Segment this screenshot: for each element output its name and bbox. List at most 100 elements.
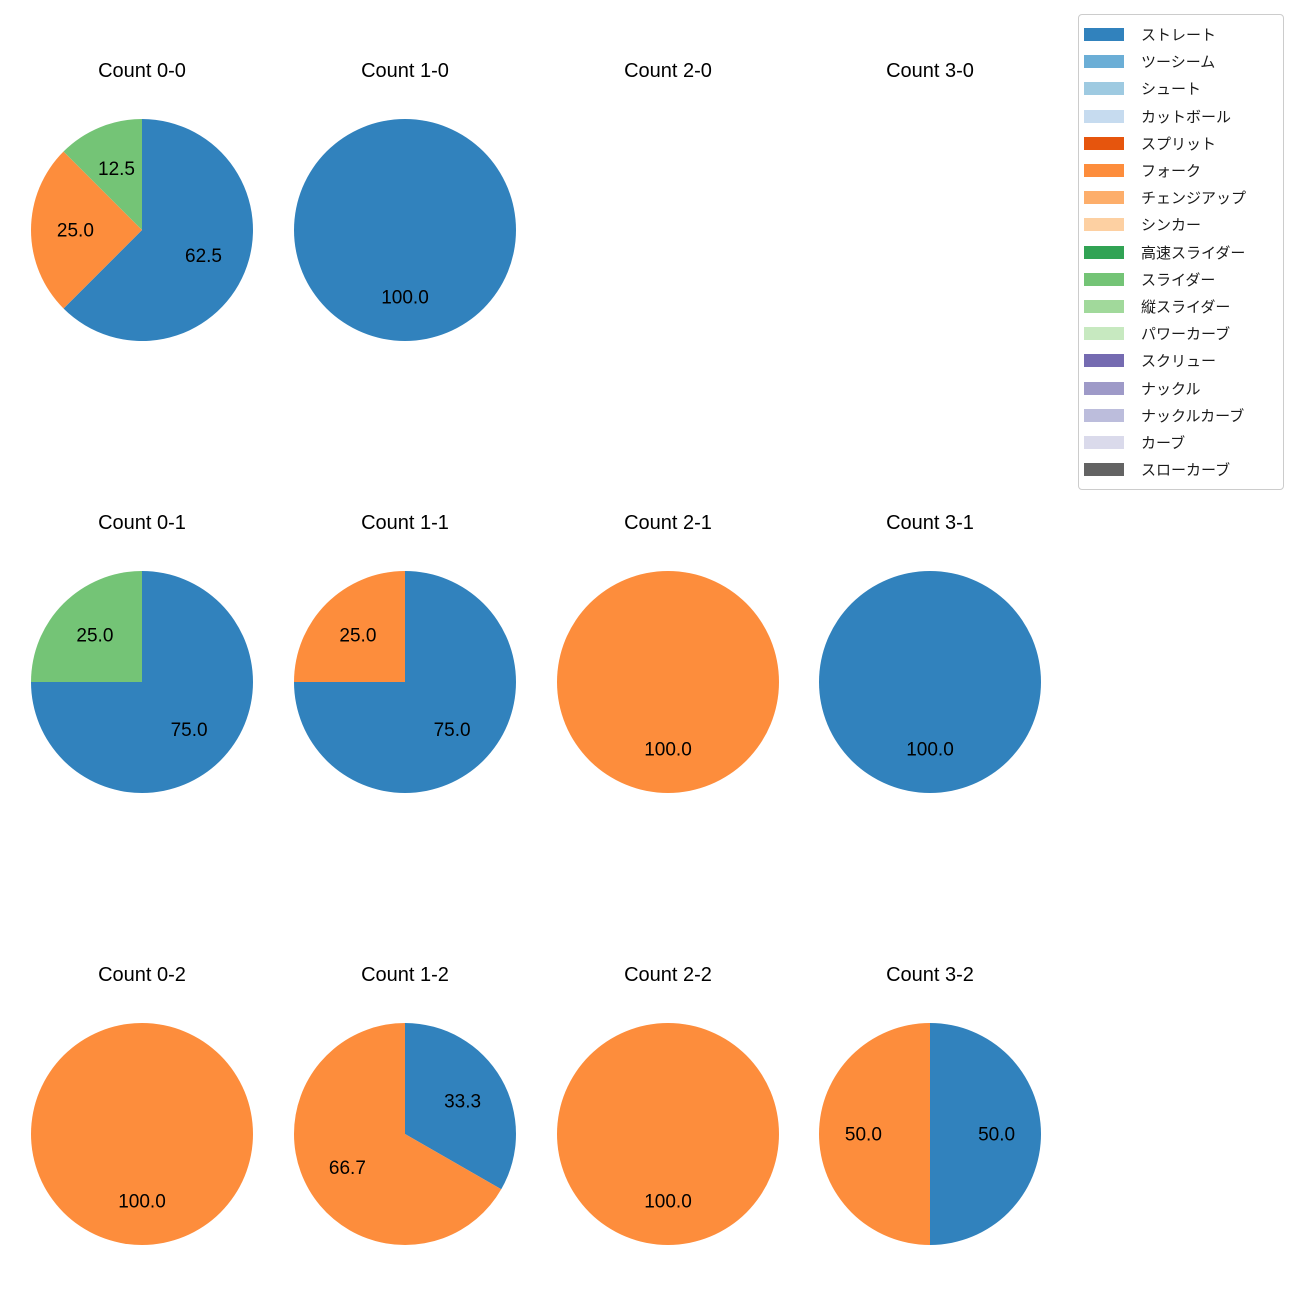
pie-slice-フォーク: [557, 571, 779, 793]
pie-slice-pct-label: 62.5: [185, 246, 222, 267]
legend-item-knuckle-curve: ナックルカーブ: [1084, 402, 1275, 429]
legend-swatch: [1084, 408, 1124, 422]
pie-slice-pct-label: 100.0: [118, 1191, 166, 1212]
pie-slice-pct-label: 100.0: [644, 1191, 692, 1212]
pie-count-1-0: 100.0: [294, 119, 516, 341]
pie-count-0-1: 75.0 25.0: [31, 571, 253, 793]
pie-slice-フォーク: [30, 151, 143, 309]
pie-slice-ストレート: [63, 119, 253, 341]
legend-item-fork: フォーク: [1084, 157, 1275, 184]
legend-label: ストレート: [1141, 27, 1217, 45]
pie-count-0-0: 62.5 25.0 12.5: [30, 119, 253, 341]
pie-count-2-1: 100.0: [557, 571, 779, 793]
legend-label: チェンジアップ: [1141, 190, 1247, 208]
pie-count-2-2: 100.0: [557, 1023, 779, 1245]
legend-swatch: [1084, 463, 1124, 477]
chart-title-count-0-1: Count 0-1: [98, 512, 186, 534]
pie-count-0-2: 100.0: [31, 1023, 253, 1245]
pie-slice-フォーク: [293, 1023, 502, 1245]
legend-swatch: [1084, 435, 1124, 449]
chart-title-count-1-0: Count 1-0: [361, 60, 449, 82]
legend-label: シュート: [1141, 81, 1202, 99]
pie-slice-スライダー: [63, 119, 143, 230]
pie-count-3-2: 50.0 50.0: [819, 1023, 1041, 1245]
legend-swatch: [1084, 136, 1124, 150]
legend-swatch: [1084, 381, 1124, 395]
pie-slice-pct-label: 12.5: [98, 159, 135, 180]
legend-swatch: [1084, 82, 1124, 96]
legend-item-sinker: シンカー: [1084, 211, 1275, 238]
chart-title-count-3-1: Count 3-1: [886, 512, 974, 534]
pie-cell-count-1-0: Count 1-0 100.0: [273, 58, 537, 342]
pie-cell-count-0-0: Count 0-0 62.5 25.0 12.5: [10, 58, 274, 342]
pie-slice-pct-label: 33.3: [444, 1091, 481, 1112]
legend-label: フォーク: [1141, 163, 1202, 181]
chart-title-count-0-0: Count 0-0: [98, 60, 186, 82]
pie-slice-pct-label: 75.0: [171, 720, 208, 741]
legend-label: ナックル: [1141, 380, 1201, 398]
pie-cell-count-3-2: Count 3-2 50.0 50.0: [798, 962, 1062, 1246]
legend-item-power-curve: パワーカーブ: [1084, 320, 1275, 347]
pie-slice-ストレート: [294, 119, 516, 341]
pie-slice-ストレート: [405, 1023, 516, 1190]
legend-label: ナックルカーブ: [1141, 407, 1245, 425]
legend-swatch: [1084, 164, 1124, 178]
pie-slice-pct-label: 100.0: [644, 739, 692, 760]
legend-item-two-seam: ツーシーム: [1084, 48, 1275, 75]
pie-cell-count-2-0: Count 2-0: [536, 58, 800, 342]
pie-slice-スライダー: [31, 571, 142, 682]
legend-item-shuuto: シュート: [1084, 75, 1275, 102]
legend-swatch: [1084, 299, 1124, 313]
legend-swatch: [1084, 218, 1124, 232]
pie-cell-count-3-1: Count 3-1 100.0: [798, 510, 1062, 794]
legend-swatch: [1084, 191, 1124, 205]
legend-swatch: [1084, 55, 1124, 69]
legend-swatch: [1084, 28, 1124, 42]
legend-swatch: [1084, 327, 1124, 341]
legend-label: パワーカーブ: [1141, 326, 1231, 344]
legend-item-curve: カーブ: [1084, 429, 1275, 456]
legend-item-fast-slider: 高速スライダー: [1084, 239, 1275, 266]
legend-label: ツーシーム: [1141, 54, 1216, 72]
pie-cell-count-0-2: Count 0-2 100.0: [10, 962, 274, 1246]
chart-title-count-2-0: Count 2-0: [624, 60, 712, 82]
legend-label: スクリュー: [1141, 353, 1217, 371]
pie-slice-フォーク: [557, 1023, 779, 1245]
pie-slice-pct-label: 66.7: [329, 1158, 366, 1179]
legend-item-changeup: チェンジアップ: [1084, 184, 1275, 211]
legend-label: スライダー: [1141, 271, 1216, 289]
legend-swatch: [1084, 272, 1124, 286]
pie-slice-フォーク: [294, 571, 405, 682]
legend-label: カーブ: [1141, 434, 1186, 452]
pie-cell-count-1-1: Count 1-1 75.0 25.0: [273, 510, 537, 794]
pie-count-3-1: 100.0: [819, 571, 1041, 793]
pie-slice-pct-label: 25.0: [339, 626, 376, 647]
pie-slice-フォーク: [819, 1023, 930, 1245]
pie-slice-pct-label: 75.0: [434, 720, 471, 741]
chart-title-count-2-1: Count 2-1: [624, 512, 712, 534]
chart-title-count-1-1: Count 1-1: [361, 512, 449, 534]
pie-count-1-1: 75.0 25.0: [294, 571, 516, 793]
pie-slice-pct-label: 25.0: [76, 626, 113, 647]
pitch-type-legend: ストレート ツーシーム シュート カットボール スプリット フォーク チェンジア…: [1078, 14, 1284, 491]
legend-label: スローカーブ: [1141, 462, 1231, 480]
legend-label: 縦スライダー: [1141, 298, 1231, 316]
legend-label: スプリット: [1141, 135, 1217, 153]
pie-count-2-0: [556, 118, 780, 342]
legend-item-slow-curve: スローカーブ: [1084, 456, 1275, 483]
chart-title-count-1-2: Count 1-2: [361, 964, 449, 986]
chart-title-count-3-2: Count 3-2: [886, 964, 974, 986]
pie-slice-フォーク: [31, 1023, 253, 1245]
legend-item-cutball: カットボール: [1084, 103, 1275, 130]
legend-label: シンカー: [1141, 217, 1202, 235]
pie-slice-pct-label: 25.0: [57, 221, 94, 242]
pie-cell-count-3-0: Count 3-0: [798, 58, 1062, 342]
pie-slice-pct-label: 100.0: [381, 287, 429, 308]
pie-slice-ストレート: [930, 1023, 1041, 1245]
pie-slice-pct-label: 50.0: [978, 1125, 1015, 1146]
legend-swatch: [1084, 245, 1124, 259]
chart-title-count-0-2: Count 0-2: [98, 964, 186, 986]
pie-cell-count-1-2: Count 1-2 33.3 66.7: [273, 962, 537, 1246]
legend-item-slider: スライダー: [1084, 266, 1275, 293]
